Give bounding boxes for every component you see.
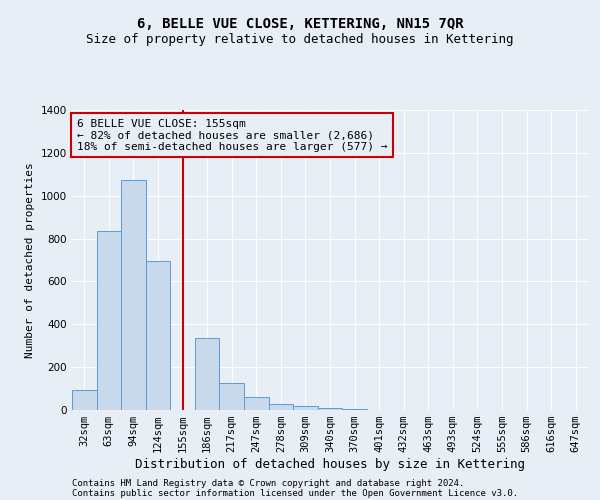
Bar xyxy=(318,408,342,410)
Y-axis label: Number of detached properties: Number of detached properties xyxy=(25,162,35,358)
Bar xyxy=(244,397,269,410)
Bar xyxy=(146,261,170,410)
Text: 6, BELLE VUE CLOSE, KETTERING, NN15 7QR: 6, BELLE VUE CLOSE, KETTERING, NN15 7QR xyxy=(137,18,463,32)
Bar xyxy=(220,383,244,410)
X-axis label: Distribution of detached houses by size in Kettering: Distribution of detached houses by size … xyxy=(135,458,525,471)
Text: Contains public sector information licensed under the Open Government Licence v3: Contains public sector information licen… xyxy=(72,488,518,498)
Bar xyxy=(72,390,97,410)
Bar xyxy=(97,231,121,410)
Bar xyxy=(195,338,220,410)
Bar xyxy=(342,409,367,410)
Text: Contains HM Land Registry data © Crown copyright and database right 2024.: Contains HM Land Registry data © Crown c… xyxy=(72,478,464,488)
Bar xyxy=(293,406,318,410)
Bar xyxy=(121,180,146,410)
Text: Size of property relative to detached houses in Kettering: Size of property relative to detached ho… xyxy=(86,32,514,46)
Text: 6 BELLE VUE CLOSE: 155sqm
← 82% of detached houses are smaller (2,686)
18% of se: 6 BELLE VUE CLOSE: 155sqm ← 82% of detac… xyxy=(77,118,388,152)
Bar xyxy=(269,404,293,410)
